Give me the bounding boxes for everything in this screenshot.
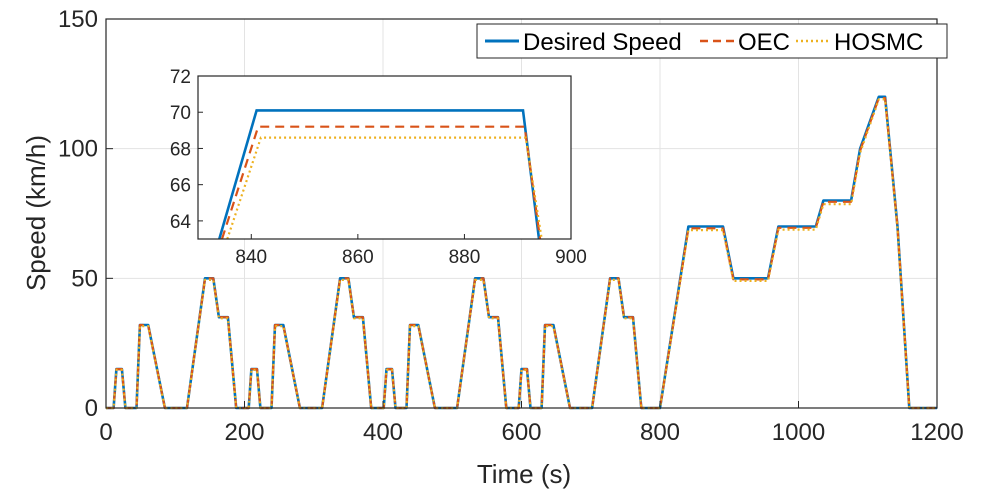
inset-line-oec: [220, 125, 542, 240]
inset-background: [198, 76, 571, 239]
y-axis-label: Speed (km/h): [21, 135, 51, 291]
inset-plot: 840 860 880 900 64 66 68 70 72: [170, 67, 587, 268]
inset-line-desired-speed: [218, 109, 541, 240]
x-tick-label: 800: [640, 419, 680, 446]
legend: Desired Speed OEC HOSMC: [476, 23, 948, 59]
inset-y-tick-label: 70: [170, 103, 191, 124]
inset-series: [218, 109, 543, 240]
y-tick-label: 100: [58, 136, 98, 163]
x-tick-label: 200: [224, 419, 264, 446]
y-tick-label: 150: [58, 6, 98, 33]
inset-y-tick-label: 72: [170, 67, 191, 88]
x-tick-label: 0: [99, 419, 112, 446]
main-ticks: 0 200 400 600 800 1000 1200 0 50 100 150: [58, 6, 964, 446]
inset-y-tick-label: 66: [170, 176, 191, 197]
x-tick-label: 600: [501, 419, 541, 446]
inset-plot-frame: [197, 75, 572, 240]
inset-x-tick-label: 900: [555, 247, 587, 268]
inset-x-tick-label: 860: [342, 247, 374, 268]
x-tick-label: 400: [363, 419, 403, 446]
legend-box: [476, 23, 948, 59]
legend-label-oec: OEC: [738, 29, 790, 56]
x-tick-label: 1000: [772, 419, 825, 446]
inset-y-tick-label: 64: [170, 212, 192, 233]
y-tick-label: 0: [85, 395, 98, 422]
series-line-hosmc: [106, 98, 937, 410]
inset-x-tick-label: 880: [449, 247, 481, 268]
inset-ticks: 840 860 880 900 64 66 68 70 72: [170, 67, 587, 268]
x-tick-label: 1200: [910, 419, 963, 446]
legend-label-desired: Desired Speed: [523, 29, 682, 56]
legend-label-hosmc: HOSMC: [834, 29, 923, 56]
y-tick-label: 50: [71, 265, 98, 292]
inset-x-tick-label: 840: [235, 247, 267, 268]
inset-y-tick-label: 68: [170, 139, 191, 160]
x-axis-label: Time (s): [477, 459, 571, 489]
